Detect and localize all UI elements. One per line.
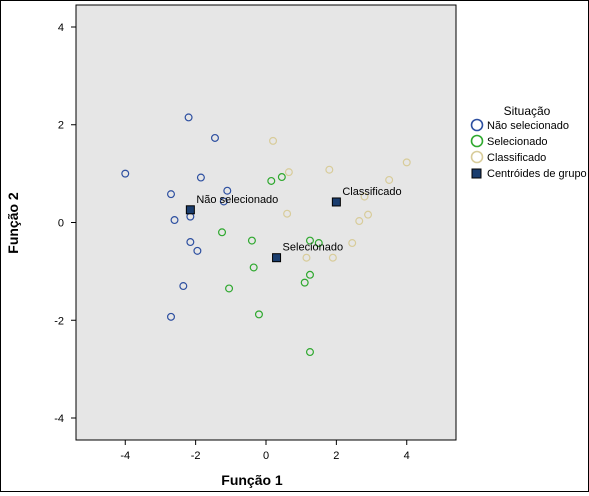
x-tick-label: 4 xyxy=(404,450,410,462)
data-point xyxy=(302,253,311,262)
data-point xyxy=(167,312,176,321)
centroid-label: Classificado xyxy=(342,186,401,198)
data-point xyxy=(284,168,293,177)
x-tick-label: -4 xyxy=(120,450,130,462)
legend-entry-label: Centróides de grupo xyxy=(487,168,587,180)
centroid-marker xyxy=(272,253,282,263)
legend: Situação Não selecionado Selecionado Class… xyxy=(470,104,587,180)
legend-entry-label: Classificado xyxy=(487,152,546,164)
x-tick-label: 0 xyxy=(263,450,269,462)
data-point xyxy=(249,263,258,272)
legend-square-icon xyxy=(471,168,482,179)
legend-entry-label: Selecionado xyxy=(487,136,548,148)
centroid-marker xyxy=(185,205,195,215)
data-point xyxy=(300,278,309,287)
y-tick-label: -4 xyxy=(54,413,64,425)
data-point xyxy=(314,239,323,248)
data-point xyxy=(267,176,276,185)
y-tick-label: 4 xyxy=(58,22,64,34)
data-point xyxy=(269,136,278,145)
data-point xyxy=(360,192,369,201)
data-point xyxy=(247,236,256,245)
data-point xyxy=(305,236,314,245)
y-axis-label: Função 2 xyxy=(5,192,21,254)
legend-entry-label: Não selecionado xyxy=(487,120,569,132)
data-point xyxy=(355,217,364,226)
legend-title: Situação xyxy=(504,104,551,118)
x-tick-label: 2 xyxy=(333,450,339,462)
data-point xyxy=(210,133,219,142)
data-point xyxy=(364,210,373,219)
data-point xyxy=(184,113,193,122)
data-point xyxy=(385,175,394,184)
data-point xyxy=(254,310,263,319)
y-tick-label: 0 xyxy=(58,218,64,230)
data-point xyxy=(179,282,188,291)
legend-circle-icon xyxy=(470,150,484,164)
x-tick-label: -2 xyxy=(191,450,201,462)
data-point xyxy=(328,253,337,262)
data-point xyxy=(218,228,227,237)
legend-circle-icon xyxy=(470,134,484,148)
data-point xyxy=(219,197,228,206)
y-tick-label: -2 xyxy=(54,315,64,327)
data-point xyxy=(305,348,314,357)
centroid-marker xyxy=(331,197,341,207)
data-point xyxy=(225,284,234,293)
legend-circle-icon xyxy=(470,118,484,132)
centroid-label: Selecionado xyxy=(283,242,344,254)
data-point xyxy=(402,158,411,167)
plot-area xyxy=(75,4,457,441)
data-point xyxy=(196,173,205,182)
data-point xyxy=(167,190,176,199)
data-point xyxy=(170,216,179,225)
data-point xyxy=(223,186,232,195)
data-point xyxy=(305,270,314,279)
data-point xyxy=(186,238,195,247)
centroid-label: Não selecionado xyxy=(196,194,278,206)
data-point xyxy=(121,169,130,178)
data-point xyxy=(277,173,286,182)
x-axis-label: Função 1 xyxy=(221,472,283,488)
data-point xyxy=(348,239,357,248)
data-point xyxy=(283,209,292,218)
data-point xyxy=(325,165,334,174)
y-tick-label: 2 xyxy=(58,120,64,132)
data-point xyxy=(193,246,202,255)
